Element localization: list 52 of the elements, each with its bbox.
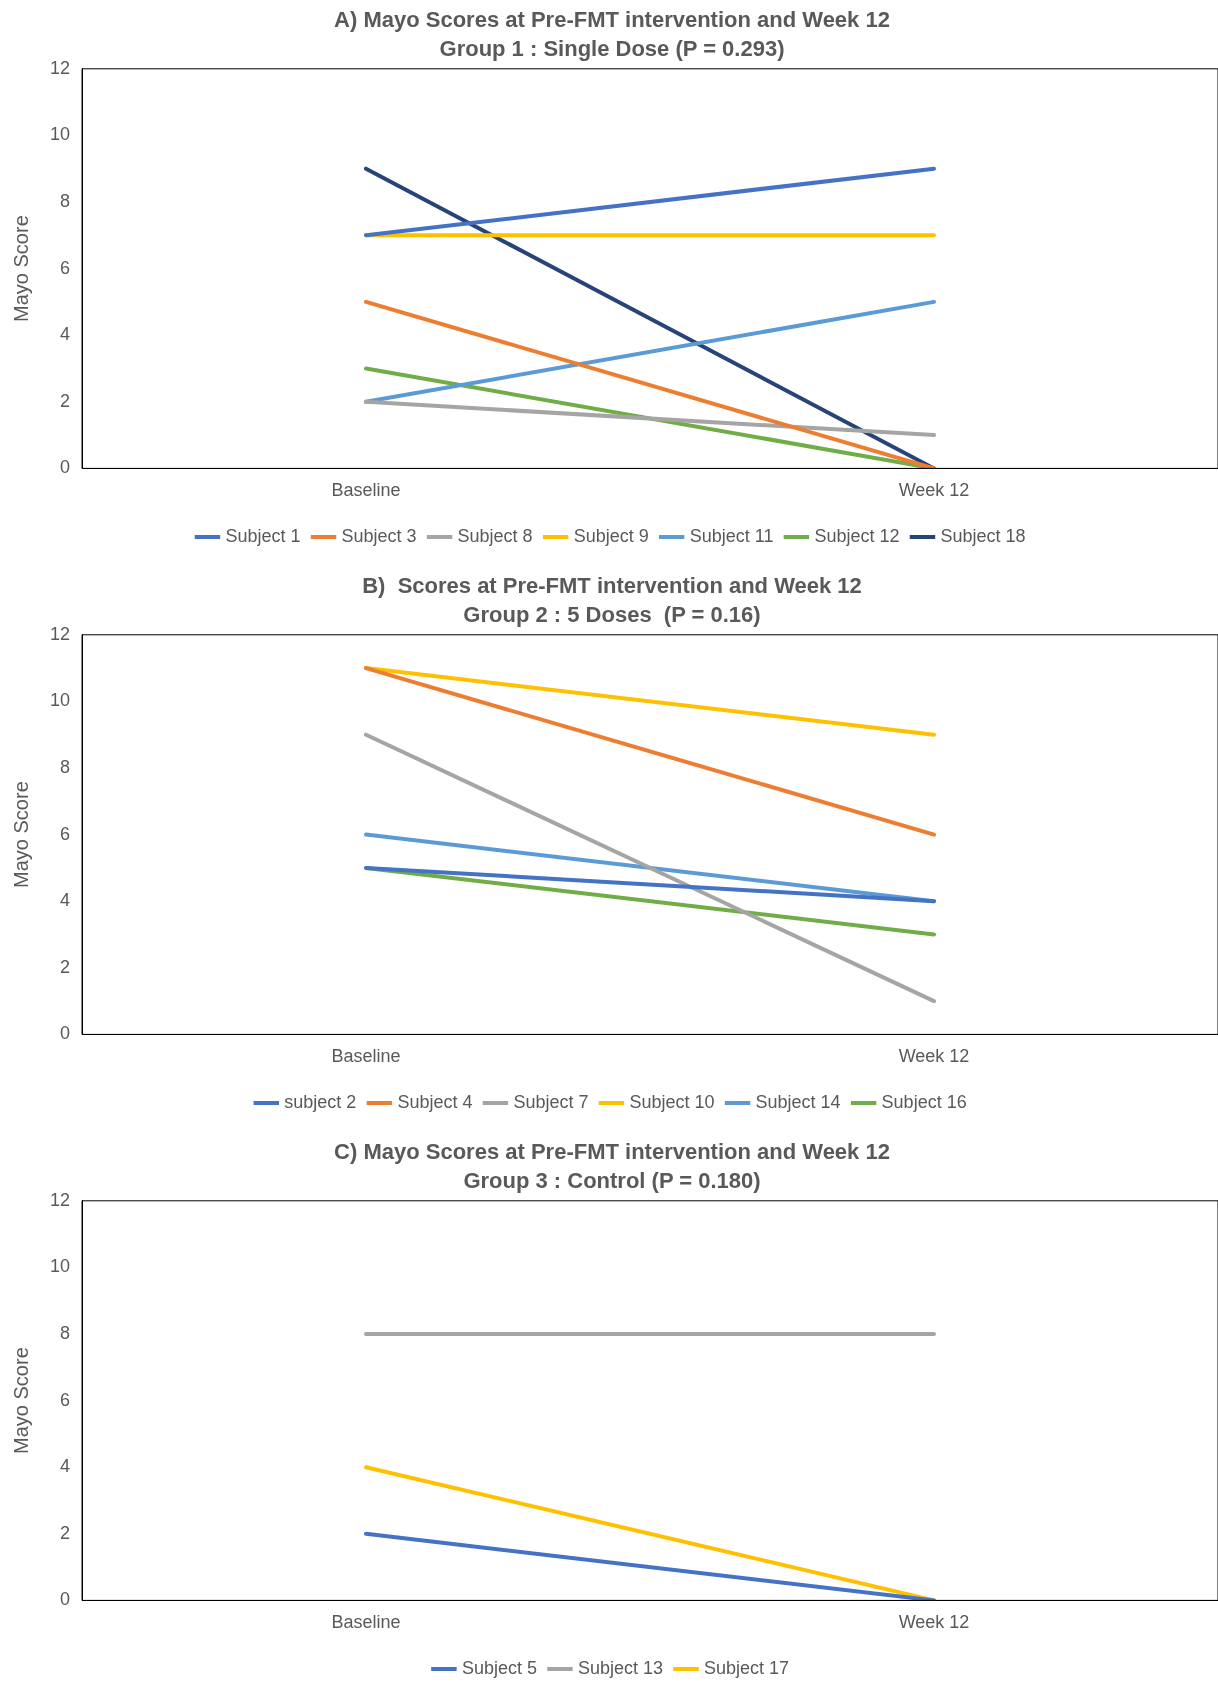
legend-label: Subject 17 [704,1657,790,1678]
x-tick-label: Week 12 [898,1612,970,1633]
chart-title: C) Mayo Scores at Pre-FMT intervention and Week 12 [334,1139,890,1165]
y-tick-label: 6 [60,823,71,844]
x-tick-label: Week 12 [898,480,970,501]
y-tick-label: 8 [60,1322,71,1343]
legend-label: Subject 10 [629,1091,715,1112]
chart-subtitle: Group 2 : 5 Doses (P = 0.16) [463,601,761,627]
y-tick-label: 2 [60,390,71,411]
legend-label: Subject 18 [940,525,1026,546]
y-axis-title: Mayo Score [9,215,32,322]
legend-label: Subject 4 [397,1091,473,1112]
legend-label: Subject 12 [814,525,900,546]
x-tick-label: Baseline [331,1046,401,1067]
y-tick-label: 6 [60,1389,71,1410]
legend-label: Subject 16 [881,1091,967,1112]
legend-label: Subject 7 [513,1091,589,1112]
chart-title: B) Scores at Pre-FMT intervention and Week 12 [362,573,862,599]
y-axis-title: Mayo Score [9,781,32,888]
y-tick-label: 10 [49,690,71,711]
y-tick-label: 12 [49,623,71,644]
y-tick-label: 12 [49,1189,71,1210]
y-tick-label: 2 [60,956,71,977]
legend-label: Subject 14 [755,1091,841,1112]
x-tick-label: Week 12 [898,1046,970,1067]
y-tick-label: 12 [49,57,71,78]
legend-label: Subject 11 [689,525,774,546]
y-tick-label: 4 [60,1456,71,1477]
y-tick-label: 0 [60,1589,71,1610]
y-tick-label: 8 [60,190,71,211]
legend-label: subject 2 [284,1091,357,1112]
y-tick-label: 10 [49,124,71,145]
legend-label: Subject 9 [573,525,649,546]
y-tick-label: 0 [60,1023,71,1044]
y-tick-label: 10 [49,1256,71,1277]
chart-subtitle: Group 1 : Single Dose (P = 0.293) [439,35,785,61]
chart-subtitle: Group 3 : Control (P = 0.180) [463,1167,761,1193]
legend-label: Subject 3 [341,525,417,546]
y-tick-label: 8 [60,756,71,777]
x-tick-label: Baseline [331,1612,401,1633]
legend-label: Subject 8 [457,525,533,546]
chart-title: A) Mayo Scores at Pre-FMT intervention and Week 12 [334,7,890,33]
y-tick-label: 2 [60,1522,71,1543]
y-tick-label: 6 [60,257,71,278]
legend-label: Subject 1 [225,525,301,546]
x-tick-label: Baseline [331,480,401,501]
y-tick-label: 4 [60,890,71,911]
legend-label: Subject 13 [577,1657,664,1678]
y-axis-title: Mayo Score [9,1347,32,1454]
y-tick-label: 0 [60,457,71,478]
y-tick-label: 4 [60,324,71,345]
legend-label: Subject 5 [461,1657,537,1678]
